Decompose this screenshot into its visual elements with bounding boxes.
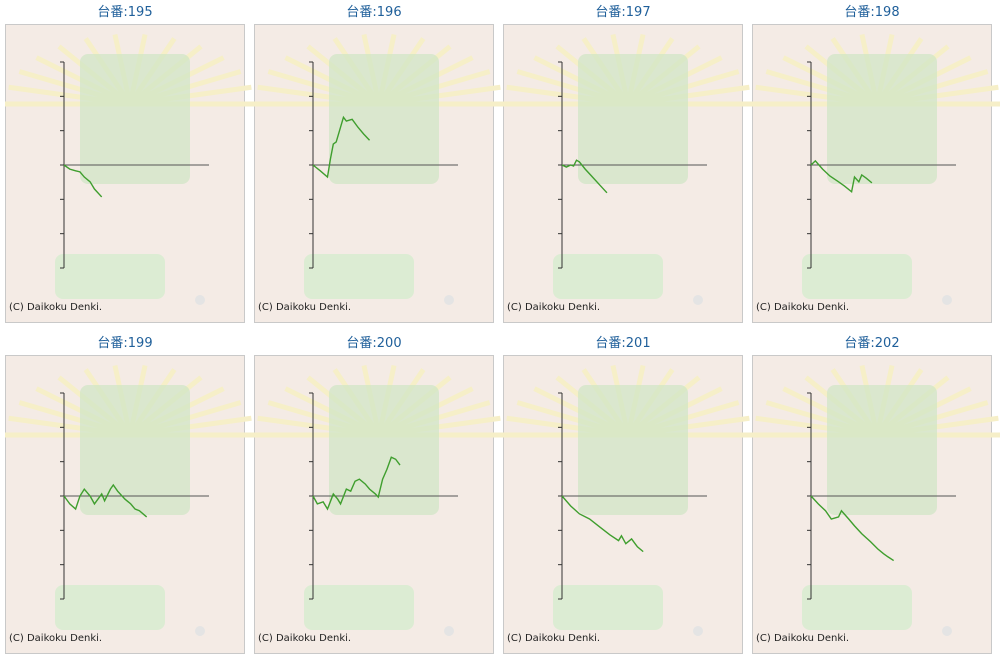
copyright: (C) Daikoku Denki.: [258, 633, 351, 644]
panel-title: 台番:202: [844, 336, 899, 351]
decor-dot: [195, 626, 205, 636]
decor-tray: [802, 585, 912, 630]
slump-line: [63, 483, 148, 518]
slump-line: [312, 115, 371, 179]
panel-title: 台番:196: [346, 5, 401, 20]
decor-dot: [444, 626, 454, 636]
slump-line: [810, 495, 895, 562]
panel-title: 台番:200: [346, 336, 401, 351]
panel-title: 台番:198: [844, 5, 899, 20]
copyright: (C) Daikoku Denki.: [756, 302, 849, 313]
copyright: (C) Daikoku Denki.: [756, 633, 849, 644]
decor-tray: [553, 254, 663, 299]
copyright: (C) Daikoku Denki.: [507, 633, 600, 644]
decor-dot: [693, 626, 703, 636]
slump-line: [312, 456, 401, 511]
panel-title: 台番:195: [97, 5, 152, 20]
decor-tray: [802, 254, 912, 299]
decor-box: [329, 54, 439, 184]
graph-panel: 台番:198 (C) Daikoku Denki.: [752, 5, 1000, 323]
decor-box: [80, 54, 190, 184]
decor-dot: [942, 295, 952, 305]
panel-title: 台番:197: [595, 5, 650, 20]
graph-panel: 台番:197 (C) Daikoku Denki.: [503, 5, 753, 323]
graph-panel: 台番:196 (C) Daikoku Denki.: [254, 5, 504, 323]
copyright: (C) Daikoku Denki.: [258, 302, 351, 313]
decor-dot: [942, 626, 952, 636]
graph-panel: 台番:201 (C) Daikoku Denki.: [503, 336, 753, 654]
copyright: (C) Daikoku Denki.: [9, 302, 102, 313]
decor-box: [578, 54, 688, 184]
decor-box: [329, 385, 439, 515]
decor-tray: [553, 585, 663, 630]
decor-dot: [195, 295, 205, 305]
slump-line: [63, 164, 103, 198]
decor-tray: [55, 585, 165, 630]
decor-box: [827, 385, 937, 515]
decor-box: [578, 385, 688, 515]
graph-panel: 台番:195 (C) Daikoku Denki.: [5, 5, 255, 323]
graph-panel: 台番:199 (C) Daikoku Denki.: [5, 336, 255, 654]
panel-title: 台番:199: [97, 336, 152, 351]
decor-tray: [55, 254, 165, 299]
graph-panel: 台番:200 (C) Daikoku Denki.: [254, 336, 504, 654]
slump-line: [810, 159, 873, 194]
decor-dot: [693, 295, 703, 305]
panel-title: 台番:201: [595, 336, 650, 351]
decor-tray: [304, 585, 414, 630]
decor-box: [827, 54, 937, 184]
graph-panel: 台番:202 (C) Daikoku Denki.: [752, 336, 1000, 654]
decor-box: [80, 385, 190, 515]
slump-line: [561, 159, 608, 194]
decor-tray: [304, 254, 414, 299]
slump-line: [561, 495, 644, 553]
copyright: (C) Daikoku Denki.: [9, 633, 102, 644]
copyright: (C) Daikoku Denki.: [507, 302, 600, 313]
decor-dot: [444, 295, 454, 305]
